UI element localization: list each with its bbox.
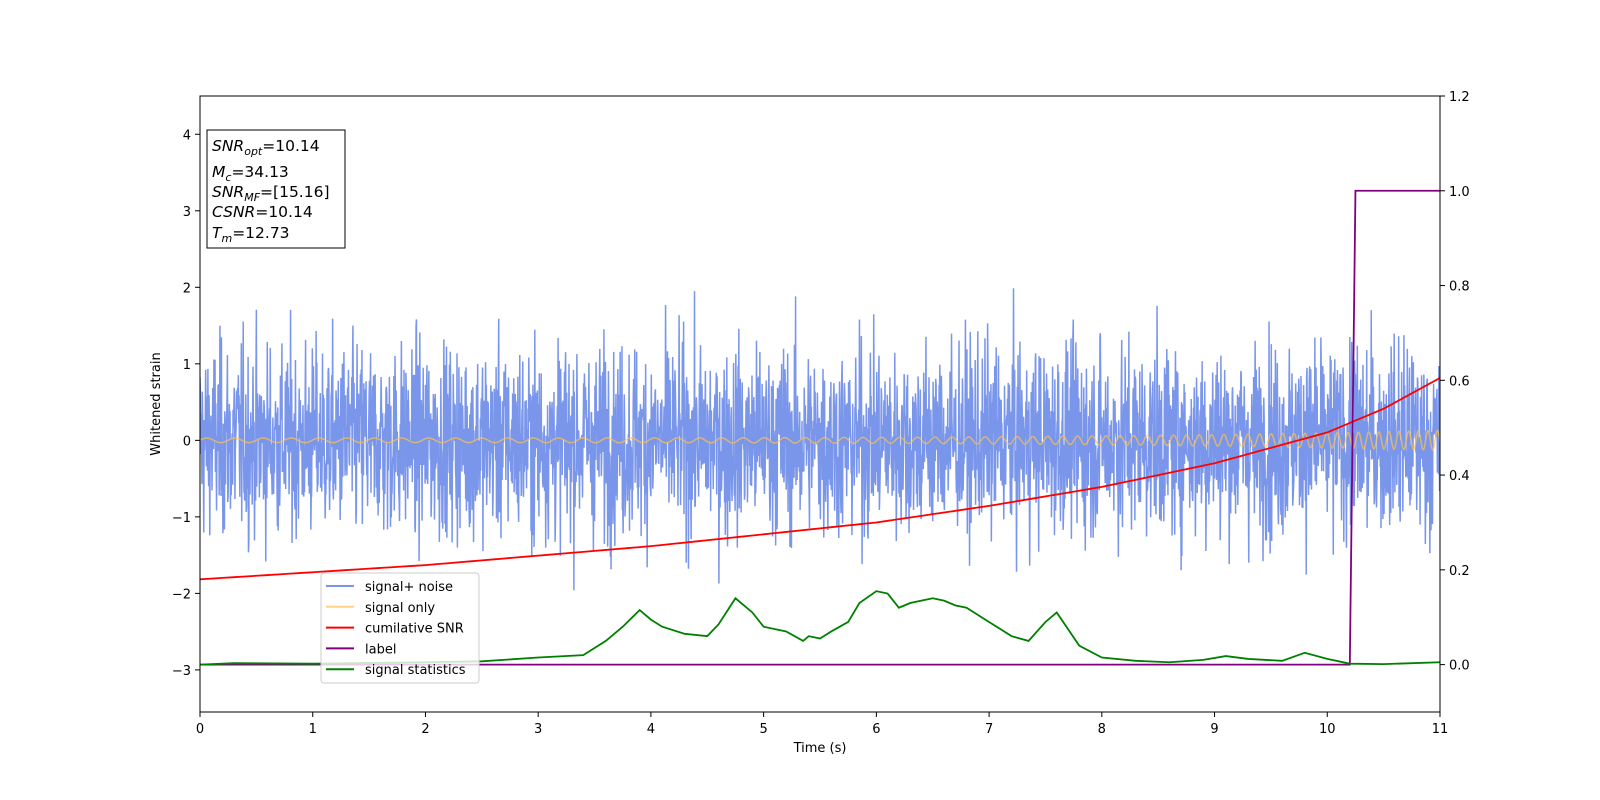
legend-label-signal-statistics: signal statistics bbox=[365, 663, 466, 678]
axes: 0 1 2 3 4 5 6 7 8 9 10 11 −3 −2 −1 0 1 2 3 4 0.0 0.2 0.4 0.6 0.8… bbox=[172, 90, 1470, 737]
legend: signal+ noise signal only cumilative SNR la… bbox=[320, 572, 480, 684]
y-tick-label: 1 bbox=[183, 358, 191, 373]
y2-tick-label: 0.4 bbox=[1449, 469, 1470, 484]
y2-tick-label: 0.0 bbox=[1449, 659, 1470, 674]
y2-tick-label: 0.8 bbox=[1449, 280, 1470, 295]
info-box: SNRopt=10.14 Mc=34.13SNRMF=[15.16]CSNR=10… bbox=[206, 129, 346, 249]
info-box-frame bbox=[206, 129, 346, 249]
legend-frame bbox=[320, 572, 480, 684]
x-tick-label: 11 bbox=[1432, 722, 1449, 737]
plot-area bbox=[200, 189, 1440, 666]
y2-tick-label: 1.0 bbox=[1449, 185, 1470, 200]
info-line: Tm=12.73 bbox=[212, 224, 290, 245]
x-tick-label: 6 bbox=[872, 722, 880, 737]
x-tick-label: 3 bbox=[534, 722, 542, 737]
y2-tick-label: 0.2 bbox=[1449, 564, 1470, 579]
series-label bbox=[200, 189, 1440, 666]
x-tick-label: 2 bbox=[421, 722, 429, 737]
y-tick-label: 2 bbox=[183, 281, 191, 296]
series-signal-noise bbox=[200, 288, 1440, 591]
legend-label-signal-only: signal only bbox=[365, 601, 435, 616]
y2-tick-label: 1.2 bbox=[1449, 90, 1470, 105]
info-line: SNRopt=10.14 bbox=[212, 137, 320, 158]
x-tick-label: 1 bbox=[309, 722, 317, 737]
series-signal-only bbox=[200, 429, 1440, 451]
x-tick-label: 8 bbox=[1098, 722, 1106, 737]
plot-frame bbox=[199, 95, 1441, 713]
x-tick-label: 7 bbox=[985, 722, 993, 737]
y-tick-label: 0 bbox=[183, 434, 191, 449]
series-signal-statistics bbox=[200, 590, 1440, 666]
y-tick-label: −2 bbox=[172, 587, 191, 602]
y-tick-label: −3 bbox=[172, 664, 191, 679]
y-tick-label: 3 bbox=[183, 205, 191, 220]
y-tick-label: −1 bbox=[172, 511, 191, 526]
info-line: SNRMF=[15.16] bbox=[212, 183, 330, 204]
x-tick-label: 5 bbox=[759, 722, 767, 737]
y2-tick-label: 0.6 bbox=[1449, 374, 1470, 389]
x-tick-label: 4 bbox=[647, 722, 655, 737]
info-line: CSNR=10.14 bbox=[212, 203, 313, 221]
x-tick-label: 10 bbox=[1319, 722, 1336, 737]
legend-label-signal-noise: signal+ noise bbox=[365, 580, 453, 595]
legend-label-label: label bbox=[365, 642, 396, 657]
x-tick-label: 9 bbox=[1210, 722, 1218, 737]
y-axis-label: Whitened strain bbox=[149, 352, 164, 455]
x-axis-label: Time (s) bbox=[793, 741, 847, 756]
series-cumilative-snr bbox=[200, 377, 1440, 581]
x-tick-label: 0 bbox=[196, 722, 204, 737]
y-tick-label: 4 bbox=[183, 128, 191, 143]
info-line: Mc=34.13 bbox=[212, 163, 289, 184]
legend-label-cumilative-snr: cumilative SNR bbox=[365, 622, 464, 637]
